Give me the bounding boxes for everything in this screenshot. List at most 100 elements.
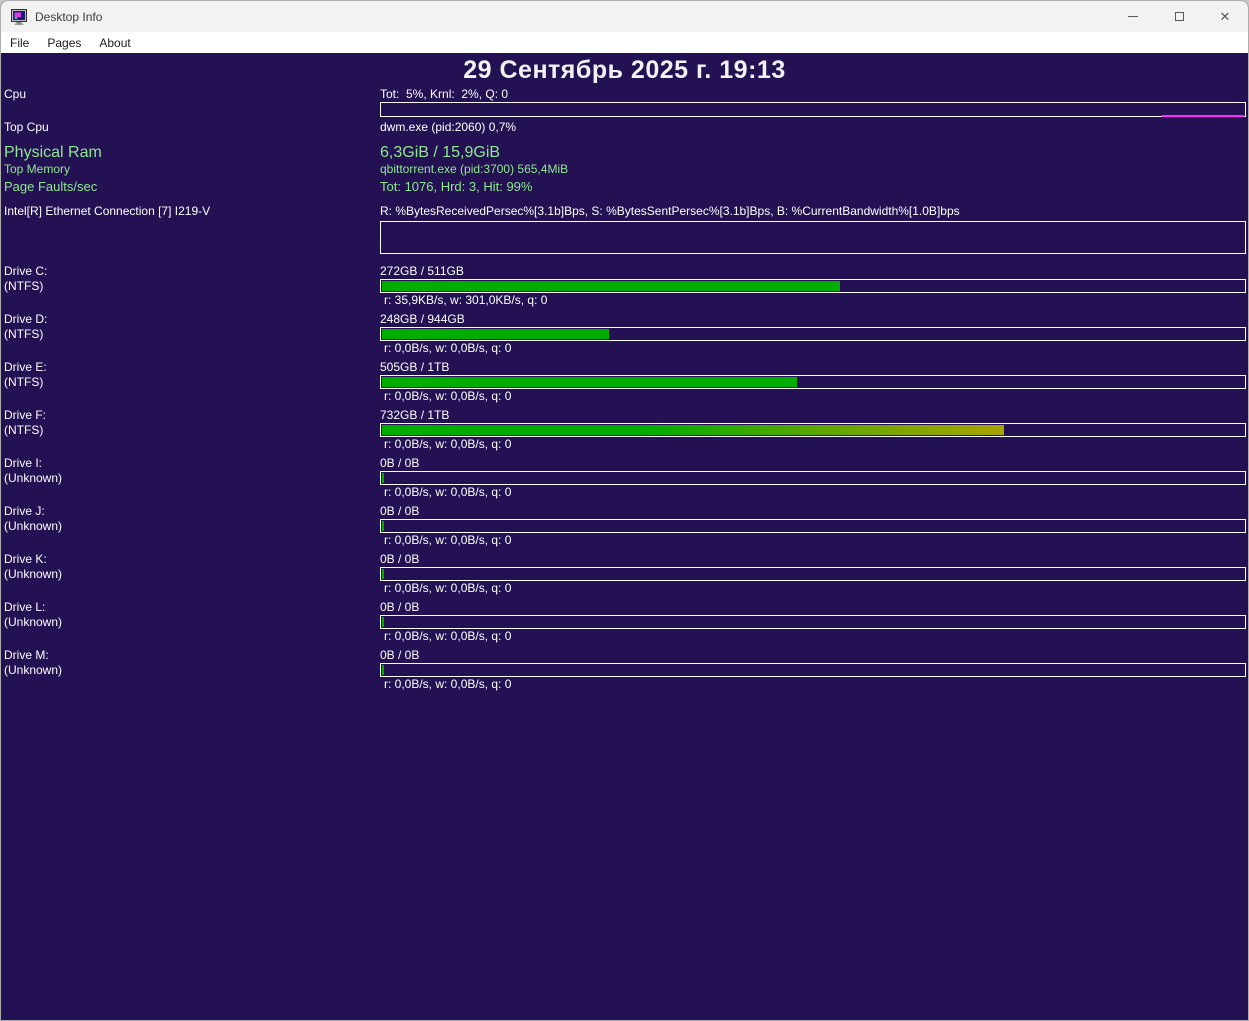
menu-about[interactable]: About — [99, 35, 131, 50]
drives-list: Drive C: (NTFS) 272GB / 511GB r: 35,9KB/… — [1, 264, 1248, 692]
drive-filesystem: (NTFS) — [4, 327, 44, 341]
drive-io-stats: r: 0,0B/s, w: 0,0B/s, q: 0 — [384, 485, 512, 499]
drive-capacity: 0B / 0B — [380, 552, 420, 566]
network-adapter-label: Intel[R] Ethernet Connection [7] I219-V — [4, 204, 211, 218]
drive-io-stats: r: 0,0B/s, w: 0,0B/s, q: 0 — [384, 437, 512, 451]
drive-io-stats: r: 0,0B/s, w: 0,0B/s, q: 0 — [384, 341, 512, 355]
menu-bar: File Pages About — [1, 32, 1248, 53]
drive-filesystem: (Unknown) — [4, 663, 63, 677]
drive-filesystem: (NTFS) — [4, 375, 44, 389]
drive-usage-bar — [380, 471, 1246, 485]
drive-usage-bar — [380, 663, 1246, 677]
page-faults-section: Page Faults/sec Tot: 1076, Hrd: 3, Hit: … — [1, 178, 1248, 195]
network-section: Intel[R] Ethernet Connection [7] I219-V … — [1, 204, 1248, 254]
drive-row-k: Drive K: (Unknown) 0B / 0B r: 0,0B/s, w:… — [1, 552, 1248, 596]
drive-usage-fill — [382, 617, 384, 627]
drive-capacity: 272GB / 511GB — [380, 264, 464, 278]
minimize-button[interactable] — [1110, 1, 1156, 32]
top-memory-process: qbittorrent.exe (pid:3700) 565,4MiB — [380, 162, 569, 176]
drive-filesystem: (Unknown) — [4, 519, 63, 533]
drive-io-stats: r: 35,9KB/s, w: 301,0KB/s, q: 0 — [384, 293, 548, 307]
menu-file[interactable]: File — [10, 35, 30, 50]
drive-name: Drive I: — [4, 456, 43, 470]
drive-usage-fill — [382, 329, 609, 339]
maximize-icon — [1174, 12, 1184, 21]
close-icon: ✕ — [1219, 9, 1231, 24]
drive-io-stats: r: 0,0B/s, w: 0,0B/s, q: 0 — [384, 389, 512, 403]
drive-name: Drive C: — [4, 264, 48, 278]
drive-io-stats: r: 0,0B/s, w: 0,0B/s, q: 0 — [384, 533, 512, 547]
drive-usage-bar — [380, 375, 1246, 389]
app-monitor-icon — [11, 8, 27, 25]
drive-capacity: 732GB / 1TB — [380, 408, 450, 422]
drive-row-f: Drive F: (NTFS) 732GB / 1TB r: 0,0B/s, w… — [1, 408, 1248, 452]
drive-capacity: 505GB / 1TB — [380, 360, 450, 374]
drive-row-l: Drive L: (Unknown) 0B / 0B r: 0,0B/s, w:… — [1, 600, 1248, 644]
drive-usage-bar — [380, 327, 1246, 341]
datetime-header: 29 Сентябрь 2025 г. 19:13 — [463, 56, 786, 84]
cpu-stats: Tot: 5%, Krnl: 2%, Q: 0 — [380, 87, 509, 101]
drive-usage-bar — [380, 615, 1246, 629]
drive-name: Drive K: — [4, 552, 47, 566]
drive-name: Drive F: — [4, 408, 46, 422]
cpu-accent-line — [1162, 115, 1244, 117]
drive-filesystem: (NTFS) — [4, 279, 44, 293]
drive-usage-fill — [382, 425, 1004, 435]
drive-row-d: Drive D: (NTFS) 248GB / 944GB r: 0,0B/s,… — [1, 312, 1248, 356]
drive-capacity: 0B / 0B — [380, 504, 420, 518]
top-cpu-label: Top Cpu — [4, 120, 49, 134]
drive-usage-fill — [382, 569, 384, 579]
drive-filesystem: (Unknown) — [4, 567, 63, 581]
drive-io-stats: r: 0,0B/s, w: 0,0B/s, q: 0 — [384, 677, 512, 691]
drive-usage-bar — [380, 279, 1246, 293]
drive-name: Drive M: — [4, 648, 49, 662]
menu-pages[interactable]: Pages — [47, 35, 82, 50]
drive-usage-fill — [382, 521, 384, 531]
physical-ram-value: 6,3GiB / 15,9GiB — [380, 144, 501, 161]
drive-capacity: 0B / 0B — [380, 600, 420, 614]
drive-usage-bar — [380, 423, 1246, 437]
drive-row-e: Drive E: (NTFS) 505GB / 1TB r: 0,0B/s, w… — [1, 360, 1248, 404]
cpu-usage-bar — [380, 102, 1246, 117]
drive-usage-fill — [382, 281, 840, 291]
top-cpu-section: Top Cpu dwm.exe (pid:2060) 0,7% — [1, 120, 1248, 135]
drive-row-j: Drive J: (Unknown) 0B / 0B r: 0,0B/s, w:… — [1, 504, 1248, 548]
drive-capacity: 0B / 0B — [380, 456, 420, 470]
cpu-section: Cpu Tot: 5%, Krnl: 2%, Q: 0 — [1, 87, 1248, 117]
drive-capacity: 0B / 0B — [380, 648, 420, 662]
drive-name: Drive L: — [4, 600, 46, 614]
drive-usage-fill — [382, 377, 798, 387]
drive-row-m: Drive M: (Unknown) 0B / 0B r: 0,0B/s, w:… — [1, 648, 1248, 692]
close-button[interactable]: ✕ — [1202, 1, 1248, 32]
drive-filesystem: (Unknown) — [4, 471, 63, 485]
maximize-button[interactable] — [1156, 1, 1202, 32]
page-faults-label: Page Faults/sec — [4, 179, 98, 194]
top-cpu-process: dwm.exe (pid:2060) 0,7% — [380, 120, 517, 134]
window-title: Desktop Info — [35, 9, 103, 24]
top-memory-section: Top Memory qbittorrent.exe (pid:3700) 56… — [1, 162, 1248, 177]
top-memory-label: Top Memory — [4, 162, 71, 176]
page-faults-value: Tot: 1076, Hrd: 3, Hit: 99% — [380, 179, 533, 194]
drive-filesystem: (Unknown) — [4, 615, 63, 629]
drive-io-stats: r: 0,0B/s, w: 0,0B/s, q: 0 — [384, 629, 512, 643]
title-bar: Desktop Info ✕ — [1, 1, 1248, 32]
drive-filesystem: (NTFS) — [4, 423, 44, 437]
minimize-icon — [1128, 16, 1138, 17]
drive-usage-bar — [380, 567, 1246, 581]
drive-row-i: Drive I: (Unknown) 0B / 0B r: 0,0B/s, w:… — [1, 456, 1248, 500]
content-area: 29 Сентябрь 2025 г. 19:13 Cpu Tot: 5%, K… — [1, 53, 1248, 1020]
drive-name: Drive J: — [4, 504, 45, 518]
drive-name: Drive D: — [4, 312, 48, 326]
drive-usage-fill — [382, 665, 384, 675]
drive-capacity: 248GB / 944GB — [380, 312, 465, 326]
network-graph-box — [380, 221, 1246, 254]
drive-io-stats: r: 0,0B/s, w: 0,0B/s, q: 0 — [384, 581, 512, 595]
drive-row-c: Drive C: (NTFS) 272GB / 511GB r: 35,9KB/… — [1, 264, 1248, 308]
drive-usage-fill — [382, 473, 384, 483]
physical-ram-section: Physical Ram 6,3GiB / 15,9GiB — [1, 143, 1248, 162]
physical-ram-label: Physical Ram — [4, 144, 102, 161]
cpu-label: Cpu — [4, 87, 27, 101]
network-format-string: R: %BytesReceivedPersec%[3.1b]Bps, S: %B… — [380, 204, 960, 218]
drive-usage-bar — [380, 519, 1246, 533]
